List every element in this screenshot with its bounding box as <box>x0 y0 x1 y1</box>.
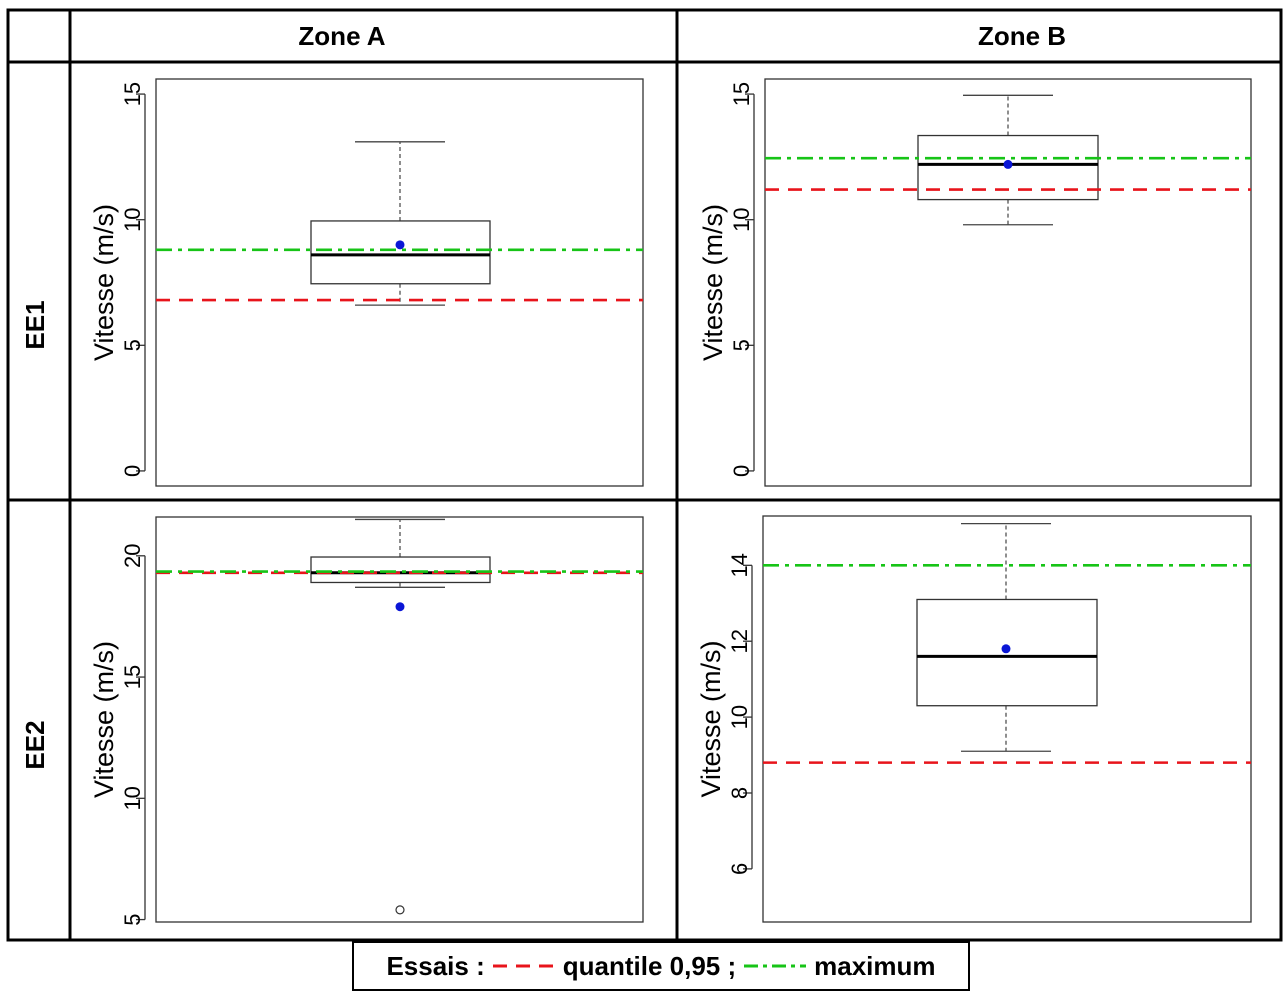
boxplot-ee2-zone-a: 5 10 15 20 Vitesse (m/s) <box>89 516 644 926</box>
plot-frame <box>764 78 1252 487</box>
legend-prefix: Essais : <box>386 950 485 981</box>
y-tick-label: 0 <box>729 465 754 477</box>
legend: Essais : quantile 0,95 ; maximum <box>352 941 970 991</box>
y-tick-label: 14 <box>727 553 752 577</box>
box-iqr <box>917 134 1099 201</box>
mean-point <box>395 240 405 250</box>
outlier-point <box>395 905 405 915</box>
y-tick-label: 15 <box>120 665 145 689</box>
plot-frame <box>155 78 644 487</box>
y-tick-label: 10 <box>120 207 145 231</box>
row-header-ee1: EE1 <box>20 300 50 349</box>
box-iqr <box>310 556 491 584</box>
y-tick-label: 8 <box>727 787 752 799</box>
legend-swatch-quantile <box>492 964 555 968</box>
y-axis-label: Vitesse (m/s) <box>89 641 119 798</box>
y-tick-label: 12 <box>727 629 752 653</box>
y-tick-label: 0 <box>120 465 145 477</box>
y-tick-label: 5 <box>120 913 145 925</box>
y-tick-label: 15 <box>120 82 145 106</box>
y-tick-label: 15 <box>729 82 754 106</box>
y-axis-label: Vitesse (m/s) <box>89 204 119 361</box>
mean-point <box>1001 644 1011 654</box>
row-header-ee2: EE2 <box>20 720 50 769</box>
table-border <box>6 8 1283 942</box>
y-axis-label: Vitesse (m/s) <box>698 204 728 361</box>
y-tick-label: 10 <box>729 207 754 231</box>
plot-frame <box>762 515 1252 923</box>
plot-frame <box>155 516 644 923</box>
boxplot-ee1-zone-a: 0 5 10 15 Vitesse (m/s) <box>89 78 644 487</box>
col-header-zone-b: Zone B <box>978 21 1066 51</box>
y-axis-label: Vitesse (m/s) <box>696 640 726 797</box>
legend-swatch-maximum <box>744 964 807 968</box>
y-tick-label: 20 <box>120 544 145 568</box>
legend-label-quantile: quantile 0,95 ; <box>562 950 737 981</box>
legend-label-maximum: maximum <box>814 950 936 981</box>
boxplot-ee1-zone-b: 0 5 10 15 Vitesse (m/s) <box>698 78 1252 487</box>
box-iqr <box>916 598 1098 707</box>
mean-point <box>395 602 405 612</box>
y-tick-label: 10 <box>727 705 752 729</box>
mean-point <box>1003 159 1013 169</box>
boxplot-ee2-zone-b: 6 8 10 12 14 Vitesse (m/s) <box>696 515 1252 923</box>
y-tick-label: 5 <box>120 339 145 351</box>
col-header-zone-a: Zone A <box>298 21 385 51</box>
y-tick-label: 10 <box>120 786 145 810</box>
y-tick-label: 5 <box>729 339 754 351</box>
y-tick-label: 6 <box>727 863 752 875</box>
box-iqr <box>310 220 491 285</box>
